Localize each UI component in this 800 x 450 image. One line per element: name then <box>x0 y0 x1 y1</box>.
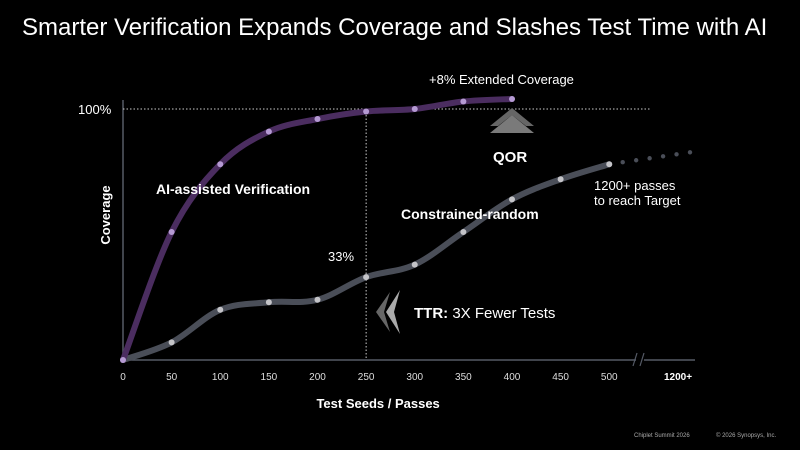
x-tick-label: 250 <box>358 372 375 383</box>
footer-event: Chiplet Summit 2026 <box>634 433 690 439</box>
target-passes-label-2: to reach Target <box>594 193 681 208</box>
x-tick-label: 100 <box>212 372 229 383</box>
x-tick-label: 0 <box>120 372 126 383</box>
ttr-bold: TTR: <box>414 305 448 322</box>
ai-verification-point <box>265 128 272 135</box>
x-tick-label: 450 <box>552 372 569 383</box>
extrapolation-dot <box>687 150 693 155</box>
target-label: 100% <box>78 102 112 117</box>
axis-break-mark <box>639 352 645 367</box>
extrapolation-dot <box>620 160 625 165</box>
constrained-random-point <box>460 228 467 235</box>
extended-coverage-label: +8% Extended Coverage <box>429 72 574 87</box>
constrained-random-point <box>168 339 175 346</box>
qor-label: QOR <box>493 149 527 166</box>
ttr-chevron-icon <box>376 292 390 332</box>
x-tick-label: 500 <box>601 372 618 383</box>
target-passes-label: 1200+ passes <box>594 178 676 193</box>
constrained-random-point <box>217 306 224 313</box>
x-tick-label: 50 <box>166 372 178 383</box>
ai-verification-point <box>509 95 515 102</box>
extrapolation-dot <box>647 156 652 161</box>
x-tick-label: 350 <box>455 372 472 383</box>
footer-copyright: © 2026 Synopsys, Inc. <box>716 433 777 439</box>
ttr-text: 3X Fewer Tests <box>448 305 555 322</box>
constrained-random-point <box>314 296 321 303</box>
qor-chevron-icon <box>490 115 534 133</box>
x-tick-label: 400 <box>504 372 521 383</box>
constrained-random-point <box>509 196 515 203</box>
ai-verification-point <box>217 161 224 168</box>
x-tick-label: 200 <box>309 372 326 383</box>
ai-verification-point <box>168 228 175 235</box>
ai-verification-point <box>363 108 370 115</box>
extrapolation-dot <box>633 158 639 163</box>
ai-verification-label: AI-assisted Verification <box>156 181 310 197</box>
ai-verification-point <box>120 357 126 363</box>
qor-chevron-icon <box>490 108 534 126</box>
extrapolation-dot <box>660 154 666 159</box>
ttr-chevron-icon <box>386 290 400 334</box>
extrapolation-dot <box>674 152 679 157</box>
33-percent-label: 33% <box>328 249 354 264</box>
constrained-random-label: Constrained-random <box>401 206 539 222</box>
constrained-random-point <box>606 161 613 168</box>
constrained-random-point <box>363 274 370 281</box>
x-axis-title: Test Seeds / Passes <box>316 396 439 411</box>
x-tick-label: 150 <box>261 372 278 383</box>
axis-break-gap <box>636 352 644 368</box>
ai-verification-point <box>460 98 467 105</box>
y-axis-title: Coverage <box>98 185 113 244</box>
constrained-random-point <box>265 299 272 306</box>
constrained-random-point <box>411 261 418 268</box>
page-title: Smarter Verification Expands Coverage an… <box>22 14 768 41</box>
ai-verification-point <box>411 106 418 112</box>
x-tick-label: 1200+ <box>664 372 692 383</box>
x-tick-label: 300 <box>406 372 423 383</box>
constrained-random-point <box>557 176 564 183</box>
ttr-label: TTR: 3X Fewer Tests <box>414 305 555 322</box>
axis-break-mark <box>632 352 638 367</box>
ai-verification-point <box>314 116 321 123</box>
